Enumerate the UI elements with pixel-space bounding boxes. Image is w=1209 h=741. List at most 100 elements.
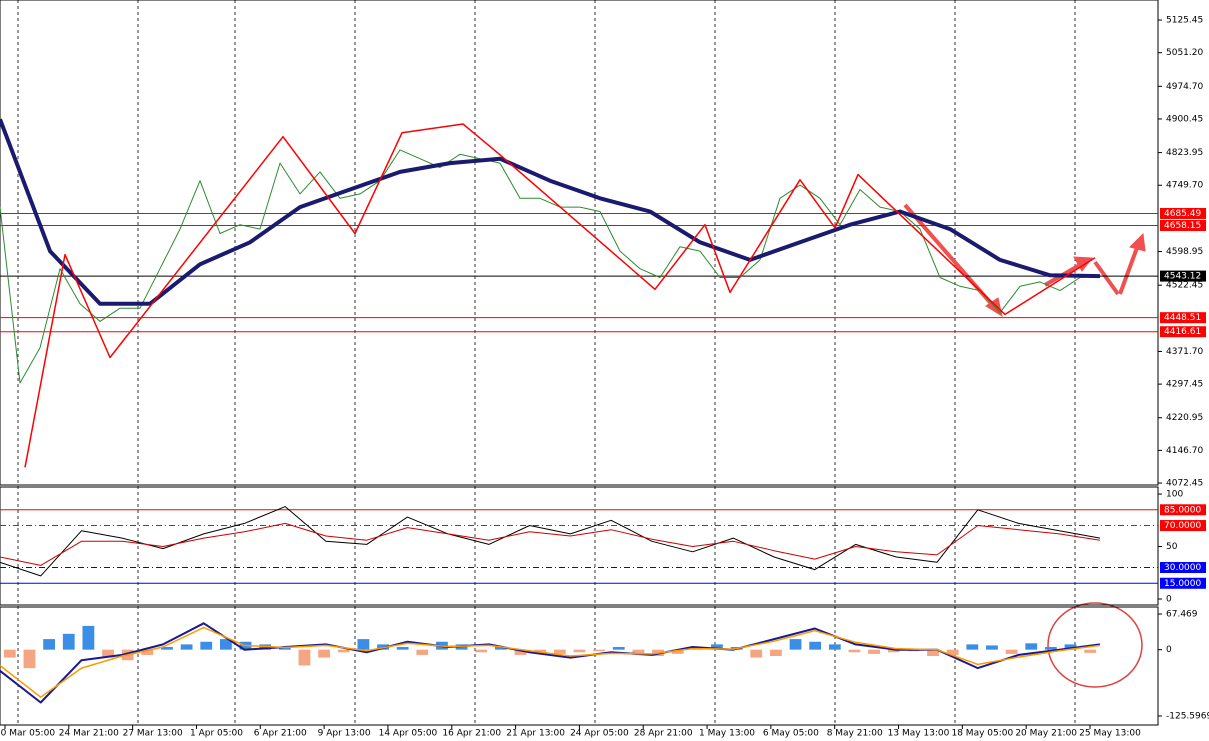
time-grid xyxy=(17,0,1076,725)
histogram-bar xyxy=(514,649,527,655)
histogram-bar xyxy=(632,649,645,655)
level-label-box xyxy=(1160,326,1206,338)
x-tick-label: 24 Mar 21:00 xyxy=(59,729,119,739)
level-label-box xyxy=(1160,577,1206,589)
histogram-bar xyxy=(200,641,213,650)
level-label-box xyxy=(1160,562,1206,574)
x-tick-label: 6 May 05:00 xyxy=(763,729,819,739)
histogram-bar xyxy=(868,649,880,654)
histogram-bar xyxy=(62,633,75,650)
histogram-bar xyxy=(848,649,861,653)
histogram-bar xyxy=(927,649,939,656)
histogram-bar xyxy=(23,649,36,669)
histogram-bar xyxy=(416,649,429,655)
x-tick-label: 21 Apr 13:00 xyxy=(506,729,565,739)
series-line xyxy=(0,118,1101,306)
level-label-box xyxy=(1160,504,1206,516)
x-tick-label: 20 Mar 05:00 xyxy=(0,729,55,739)
histogram-bar xyxy=(750,649,763,658)
y-tick-label: 0 xyxy=(1166,595,1172,605)
y-tick-label: 4749.70 xyxy=(1166,181,1203,191)
histogram-bar xyxy=(1045,647,1057,650)
panel-frame xyxy=(0,486,1159,606)
histogram-bar xyxy=(1084,649,1097,653)
level-label: 4658.15 xyxy=(1164,221,1201,231)
level-label-box xyxy=(1160,312,1206,324)
histogram-bar xyxy=(573,649,586,653)
histogram-bar xyxy=(475,649,488,653)
x-tick-label: 6 Apr 21:00 xyxy=(254,729,307,739)
y-tick-label: 4146.70 xyxy=(1166,446,1203,456)
x-tick-label: 27 Mar 13:00 xyxy=(123,729,183,739)
x-tick-label: 13 May 13:00 xyxy=(888,729,950,739)
x-tick-label: 25 May 13:00 xyxy=(1079,729,1141,739)
histogram-bar xyxy=(612,647,625,650)
histogram-bar xyxy=(671,649,684,654)
arrow-head xyxy=(1129,232,1146,252)
histogram-bar xyxy=(82,625,95,650)
x-tick-label: 28 Apr 21:00 xyxy=(634,729,693,739)
histogram-bar xyxy=(1025,643,1038,650)
x-tick-label: 24 Apr 05:00 xyxy=(570,729,629,739)
histogram-bar xyxy=(141,649,154,655)
y-tick-label: 4371.70 xyxy=(1166,347,1203,357)
series-line xyxy=(0,522,1101,566)
histogram-bar xyxy=(534,649,547,653)
level-label: 70.0000 xyxy=(1164,521,1201,531)
arrow xyxy=(1044,260,1086,287)
y-tick-label: 4072.45 xyxy=(1166,479,1203,489)
highlight-circle xyxy=(1047,602,1143,688)
histogram-bar xyxy=(495,647,507,650)
x-tick-label: 18 May 05:00 xyxy=(951,729,1013,739)
y-tick-label: 100 xyxy=(1166,490,1183,500)
level-label-box xyxy=(1160,270,1206,282)
x-tick-label: 20 May 21:00 xyxy=(1015,729,1077,739)
histogram-bar xyxy=(553,649,566,654)
series-line xyxy=(24,123,1096,468)
level-label-box xyxy=(1160,520,1206,532)
level-label-box xyxy=(1160,220,1206,232)
y-tick-label: 4220.95 xyxy=(1166,413,1203,423)
series-line xyxy=(0,506,1101,577)
histogram-bar xyxy=(770,649,782,656)
y-tick-label: 4598.95 xyxy=(1166,247,1203,257)
histogram-bar xyxy=(161,647,173,650)
histogram-bar xyxy=(220,639,232,650)
y-tick-label: 4974.70 xyxy=(1166,82,1203,92)
histogram-bar xyxy=(593,649,605,652)
histogram-bar xyxy=(396,647,409,650)
histogram-bar xyxy=(711,644,723,650)
level-label: 4543.12 xyxy=(1164,272,1201,282)
y-tick-label: 67.469 xyxy=(1166,610,1198,620)
histogram-bar xyxy=(1005,649,1018,654)
histogram-bar xyxy=(789,639,802,650)
y-tick-label: 5051.20 xyxy=(1166,48,1203,58)
level-label: 30.0000 xyxy=(1164,563,1201,573)
panel-frame xyxy=(0,0,1159,486)
x-tick-label: 1 Apr 05:00 xyxy=(190,729,243,739)
y-tick-label: 4900.45 xyxy=(1166,114,1203,124)
series-line xyxy=(0,149,1101,384)
arrow xyxy=(1118,244,1140,295)
series-line xyxy=(0,626,1101,698)
x-tick-label: 14 Apr 05:00 xyxy=(379,729,438,739)
histogram-bar xyxy=(809,641,822,650)
x-tick-label: 9 Apr 13:00 xyxy=(318,729,371,739)
x-tick-label: 8 May 21:00 xyxy=(827,729,883,739)
level-label-box xyxy=(1160,207,1206,219)
arrow-head xyxy=(1073,256,1093,272)
histogram-bar xyxy=(357,639,370,650)
y-tick-label: 4823.95 xyxy=(1166,148,1203,158)
histogram-bar xyxy=(887,649,900,653)
arrow xyxy=(1093,260,1120,296)
histogram-bar xyxy=(828,644,841,650)
histogram-bar xyxy=(278,647,291,650)
x-tick-label: 16 Apr 21:00 xyxy=(442,729,501,739)
histogram-bar xyxy=(102,649,114,658)
y-tick-label: 50 xyxy=(1166,542,1178,552)
histogram-bar xyxy=(337,649,350,653)
histogram-bar xyxy=(966,644,979,650)
y-tick-label: -125.5969 xyxy=(1166,711,1209,721)
y-tick-label: 4522.45 xyxy=(1166,281,1203,291)
